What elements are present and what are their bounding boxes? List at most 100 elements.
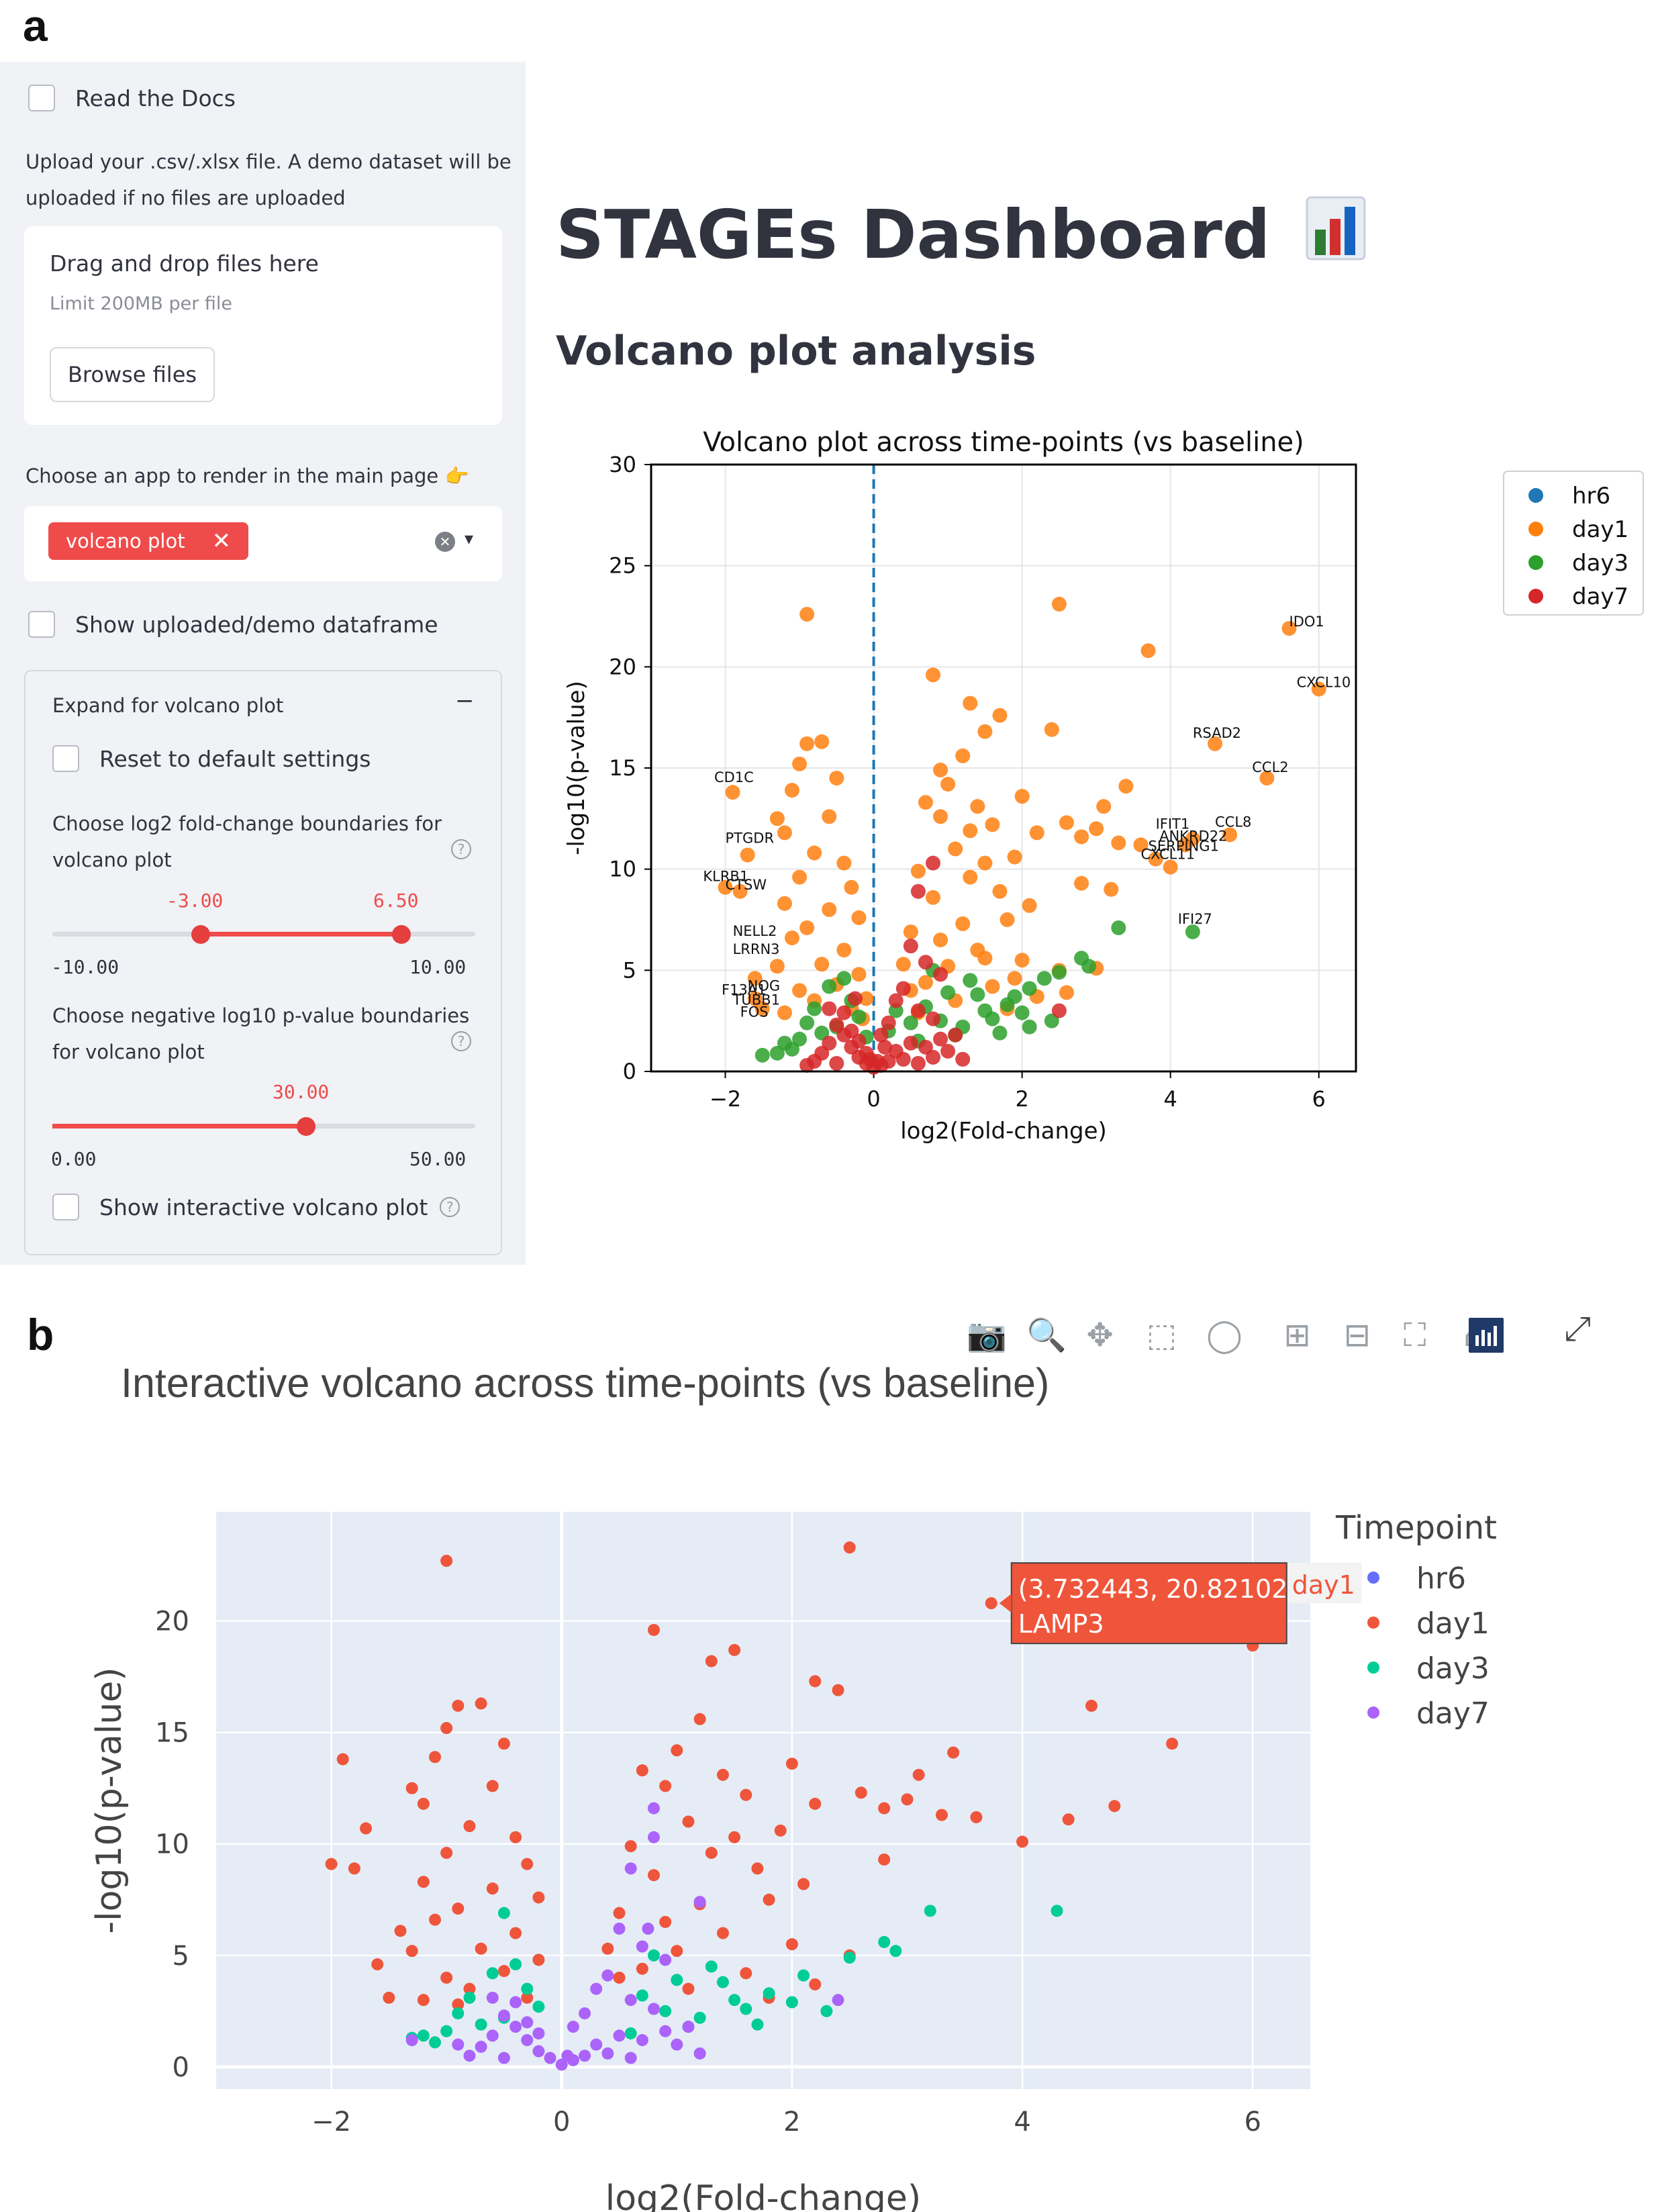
data-point-day1[interactable] — [947, 1746, 960, 1759]
data-point-day7[interactable] — [579, 2007, 591, 2020]
data-point-day7[interactable] — [561, 2050, 574, 2062]
data-point-day1[interactable] — [751, 1862, 764, 1875]
data-point-day7[interactable] — [636, 1940, 648, 1953]
data-point-day1[interactable] — [532, 1954, 545, 1966]
remove-tag-icon[interactable]: ✕ — [211, 528, 232, 555]
data-point-day3[interactable] — [463, 1991, 476, 2004]
data-point-day1[interactable] — [521, 1991, 534, 2004]
data-point-day1[interactable] — [383, 1991, 395, 2004]
data-point-day3[interactable] — [624, 2027, 637, 2039]
data-point-day3[interactable] — [440, 2025, 453, 2037]
data-point-day1[interactable] — [417, 1994, 430, 2007]
data-point-day1[interactable] — [452, 1998, 465, 2011]
data-point-day7[interactable] — [532, 2045, 545, 2058]
data-point-day1[interactable] — [325, 1858, 338, 1870]
data-point-day3[interactable] — [452, 2007, 465, 2020]
data-point-day1[interactable] — [809, 1675, 822, 1688]
data-point-day1[interactable] — [774, 1824, 787, 1837]
data-point-day1[interactable] — [682, 1815, 695, 1828]
data-point-day3[interactable] — [532, 2001, 545, 2013]
data-point-day1[interactable] — [486, 1882, 499, 1895]
data-point-day1[interactable] — [843, 1541, 856, 1554]
data-point-day7[interactable] — [624, 1862, 637, 1875]
data-point-day1[interactable] — [1166, 1737, 1179, 1750]
data-point-day1[interactable] — [671, 1744, 683, 1757]
data-point-day7[interactable] — [648, 2003, 660, 2015]
data-point-day1[interactable] — [693, 1713, 706, 1725]
checkbox-box[interactable] — [52, 745, 79, 772]
data-point-day1[interactable] — [1062, 1813, 1075, 1826]
data-point-day1[interactable] — [497, 1737, 510, 1750]
data-point-day1[interactable] — [463, 1820, 476, 1833]
fullscreen-icon[interactable]: ⤢ — [1564, 1309, 1591, 1348]
legend-marker-day1[interactable] — [1367, 1617, 1379, 1629]
data-point-day1[interactable] — [1108, 1800, 1121, 1813]
data-point-day1[interactable] — [763, 1893, 775, 1906]
checkbox-box[interactable] — [28, 85, 55, 111]
data-point-day3[interactable] — [820, 2005, 833, 2017]
checkbox-box[interactable] — [52, 1194, 79, 1220]
data-point-day7[interactable] — [579, 2050, 591, 2062]
data-point-day1[interactable] — [624, 1840, 637, 1853]
data-point-day7[interactable] — [624, 1994, 637, 2007]
data-point-day3[interactable] — [509, 1958, 522, 1971]
data-point-day1[interactable] — [809, 1978, 822, 1990]
expander-title[interactable]: Expand for volcano plot — [52, 694, 284, 717]
data-point-day7[interactable] — [405, 2033, 418, 2046]
data-point-day1[interactable] — [878, 1853, 891, 1866]
data-point-day1[interactable] — [682, 1982, 695, 1995]
data-point-day1[interactable] — [785, 1938, 798, 1951]
data-point-day3[interactable] — [475, 2018, 487, 2031]
help-icon[interactable]: ? — [440, 1197, 460, 1217]
data-point-day3[interactable] — [728, 1994, 741, 2007]
data-point-day1[interactable] — [405, 1945, 418, 1958]
data-point-day7[interactable] — [642, 1922, 654, 1935]
data-point-day1[interactable] — [336, 1753, 349, 1766]
data-point-day1[interactable] — [440, 1555, 453, 1568]
box-select-icon[interactable]: ⬚ — [1146, 1316, 1177, 1354]
data-point-day1[interactable] — [728, 1831, 741, 1843]
zoom-in-icon[interactable]: ⊞ — [1283, 1316, 1311, 1354]
data-point-day7[interactable] — [671, 2038, 683, 2051]
data-point-day1[interactable] — [429, 1913, 441, 1926]
data-point-day7[interactable] — [624, 2052, 637, 2064]
data-point-day1[interactable] — [601, 1942, 614, 1955]
data-point-day7[interactable] — [648, 1831, 660, 1843]
data-point-day7[interactable] — [567, 2021, 579, 2033]
data-point-day1[interactable] — [659, 1915, 672, 1928]
data-point-day7[interactable] — [475, 2040, 487, 2053]
data-point-day1[interactable] — [809, 1797, 822, 1810]
data-point-day1[interactable] — [360, 1822, 373, 1835]
data-point-day1[interactable] — [636, 1962, 648, 1975]
data-point-day7[interactable] — [648, 1802, 660, 1815]
help-icon[interactable]: ? — [451, 1031, 471, 1051]
autoscale-icon[interactable]: ⛶ — [1403, 1316, 1426, 1354]
interactive-volcano-checkbox[interactable]: Show interactive volcano plot ? — [52, 1194, 460, 1220]
data-point-day1[interactable] — [935, 1809, 948, 1821]
data-point-day1[interactable] — [394, 1925, 407, 1937]
data-point-day7[interactable] — [509, 1996, 522, 2009]
fc-slider-low-thumb[interactable] — [191, 925, 210, 944]
data-point-day3[interactable] — [648, 1949, 660, 1962]
data-point-day3[interactable] — [751, 2018, 764, 2031]
data-point-day7[interactable] — [613, 1922, 626, 1935]
data-point-day3[interactable] — [521, 1982, 534, 1995]
read-docs-checkbox[interactable]: Read the Docs — [28, 85, 236, 111]
data-point-day7[interactable] — [636, 2033, 648, 2046]
data-point-day1[interactable] — [705, 1655, 718, 1668]
data-point-day1[interactable] — [452, 1699, 465, 1712]
data-point-day1[interactable] — [659, 1780, 672, 1792]
collapse-icon[interactable]: − — [455, 687, 475, 714]
data-point-day1[interactable] — [832, 1684, 844, 1696]
data-point-day7[interactable] — [532, 2027, 545, 2039]
data-point-day7[interactable] — [693, 2047, 706, 2060]
data-point-day1[interactable] — [797, 1878, 810, 1890]
data-point-day1[interactable] — [1085, 1699, 1098, 1712]
camera-icon[interactable]: 📷 — [967, 1316, 1007, 1354]
plotly-logo-icon[interactable] — [1469, 1318, 1504, 1353]
selected-app-tag[interactable]: volcano plot ✕ — [48, 522, 249, 560]
data-point-day3[interactable] — [636, 1989, 648, 2002]
data-point-day1[interactable] — [648, 1623, 660, 1636]
data-point-day3[interactable] — [486, 1967, 499, 1980]
data-point-day7[interactable] — [832, 1994, 844, 2007]
